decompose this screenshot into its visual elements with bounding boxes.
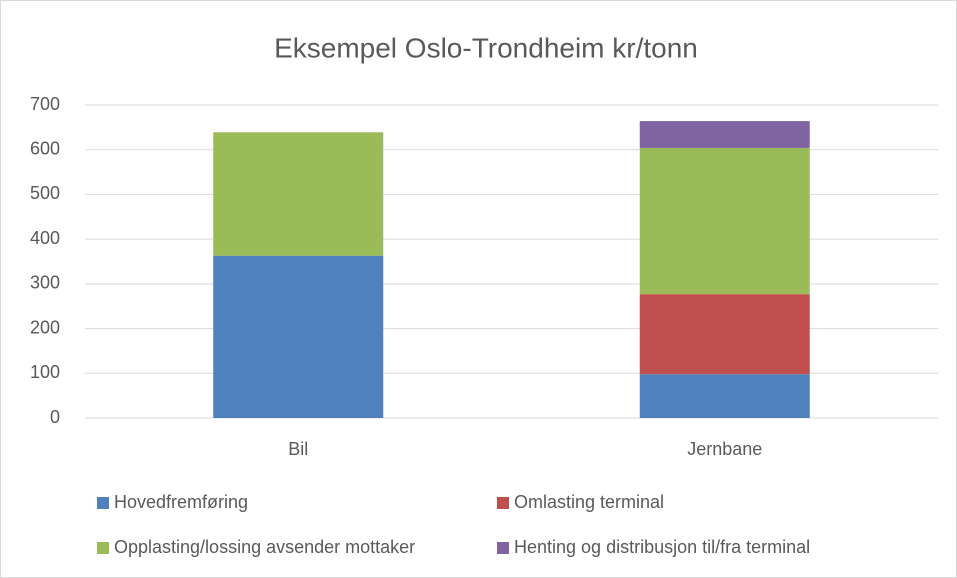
legend-swatch	[97, 497, 109, 509]
bar-segment	[213, 132, 384, 256]
bar-segment	[639, 374, 810, 418]
y-tick-label: 200	[30, 317, 60, 337]
bar-segment	[639, 294, 810, 375]
y-tick-label: 500	[30, 183, 60, 203]
legend-swatch	[497, 497, 509, 509]
legend-label: Henting og distribusjon til/fra terminal	[514, 537, 810, 557]
y-tick-label: 300	[30, 273, 60, 293]
legend-label: Hovedfremføring	[114, 492, 248, 512]
x-tick-label: Bil	[288, 439, 308, 459]
y-tick-label: 0	[50, 407, 60, 427]
legend-swatch	[97, 542, 109, 554]
bar-segment	[639, 147, 810, 295]
chart-title: Eksempel Oslo-Trondheim kr/tonn	[274, 32, 698, 63]
y-tick-label: 100	[30, 362, 60, 382]
bar-segment	[213, 255, 384, 418]
x-tick-label: Jernbane	[687, 439, 762, 459]
legend-label: Opplasting/lossing avsender mottaker	[114, 537, 415, 557]
y-tick-label: 400	[30, 228, 60, 248]
legend-swatch	[497, 542, 509, 554]
bar-segment	[639, 121, 810, 148]
y-tick-label: 600	[30, 138, 60, 158]
y-tick-label: 700	[30, 94, 60, 114]
legend-label: Omlasting terminal	[514, 492, 664, 512]
